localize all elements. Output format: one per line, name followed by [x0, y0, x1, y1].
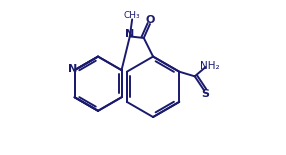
Text: S: S: [202, 89, 210, 99]
Text: N: N: [125, 29, 134, 39]
Text: CH₃: CH₃: [124, 11, 140, 20]
Text: NH₂: NH₂: [200, 61, 220, 71]
Text: O: O: [145, 15, 155, 25]
Text: N: N: [68, 64, 78, 74]
